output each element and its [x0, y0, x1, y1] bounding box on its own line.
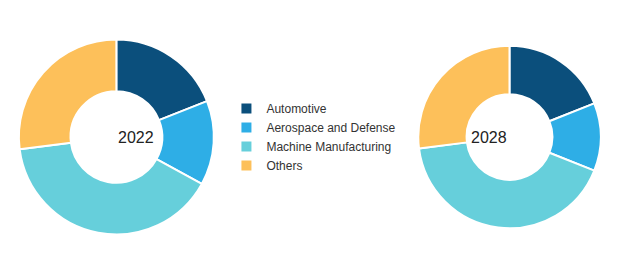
- svg-text:Others: Others: [266, 159, 302, 173]
- svg-text:Aerospace and Defense: Aerospace and Defense: [266, 121, 395, 135]
- svg-text:Machine Manufacturing: Machine Manufacturing: [266, 140, 391, 154]
- svg-text:2022: 2022: [118, 129, 154, 146]
- svg-text:Automotive: Automotive: [266, 102, 326, 116]
- svg-text:2028: 2028: [471, 129, 507, 146]
